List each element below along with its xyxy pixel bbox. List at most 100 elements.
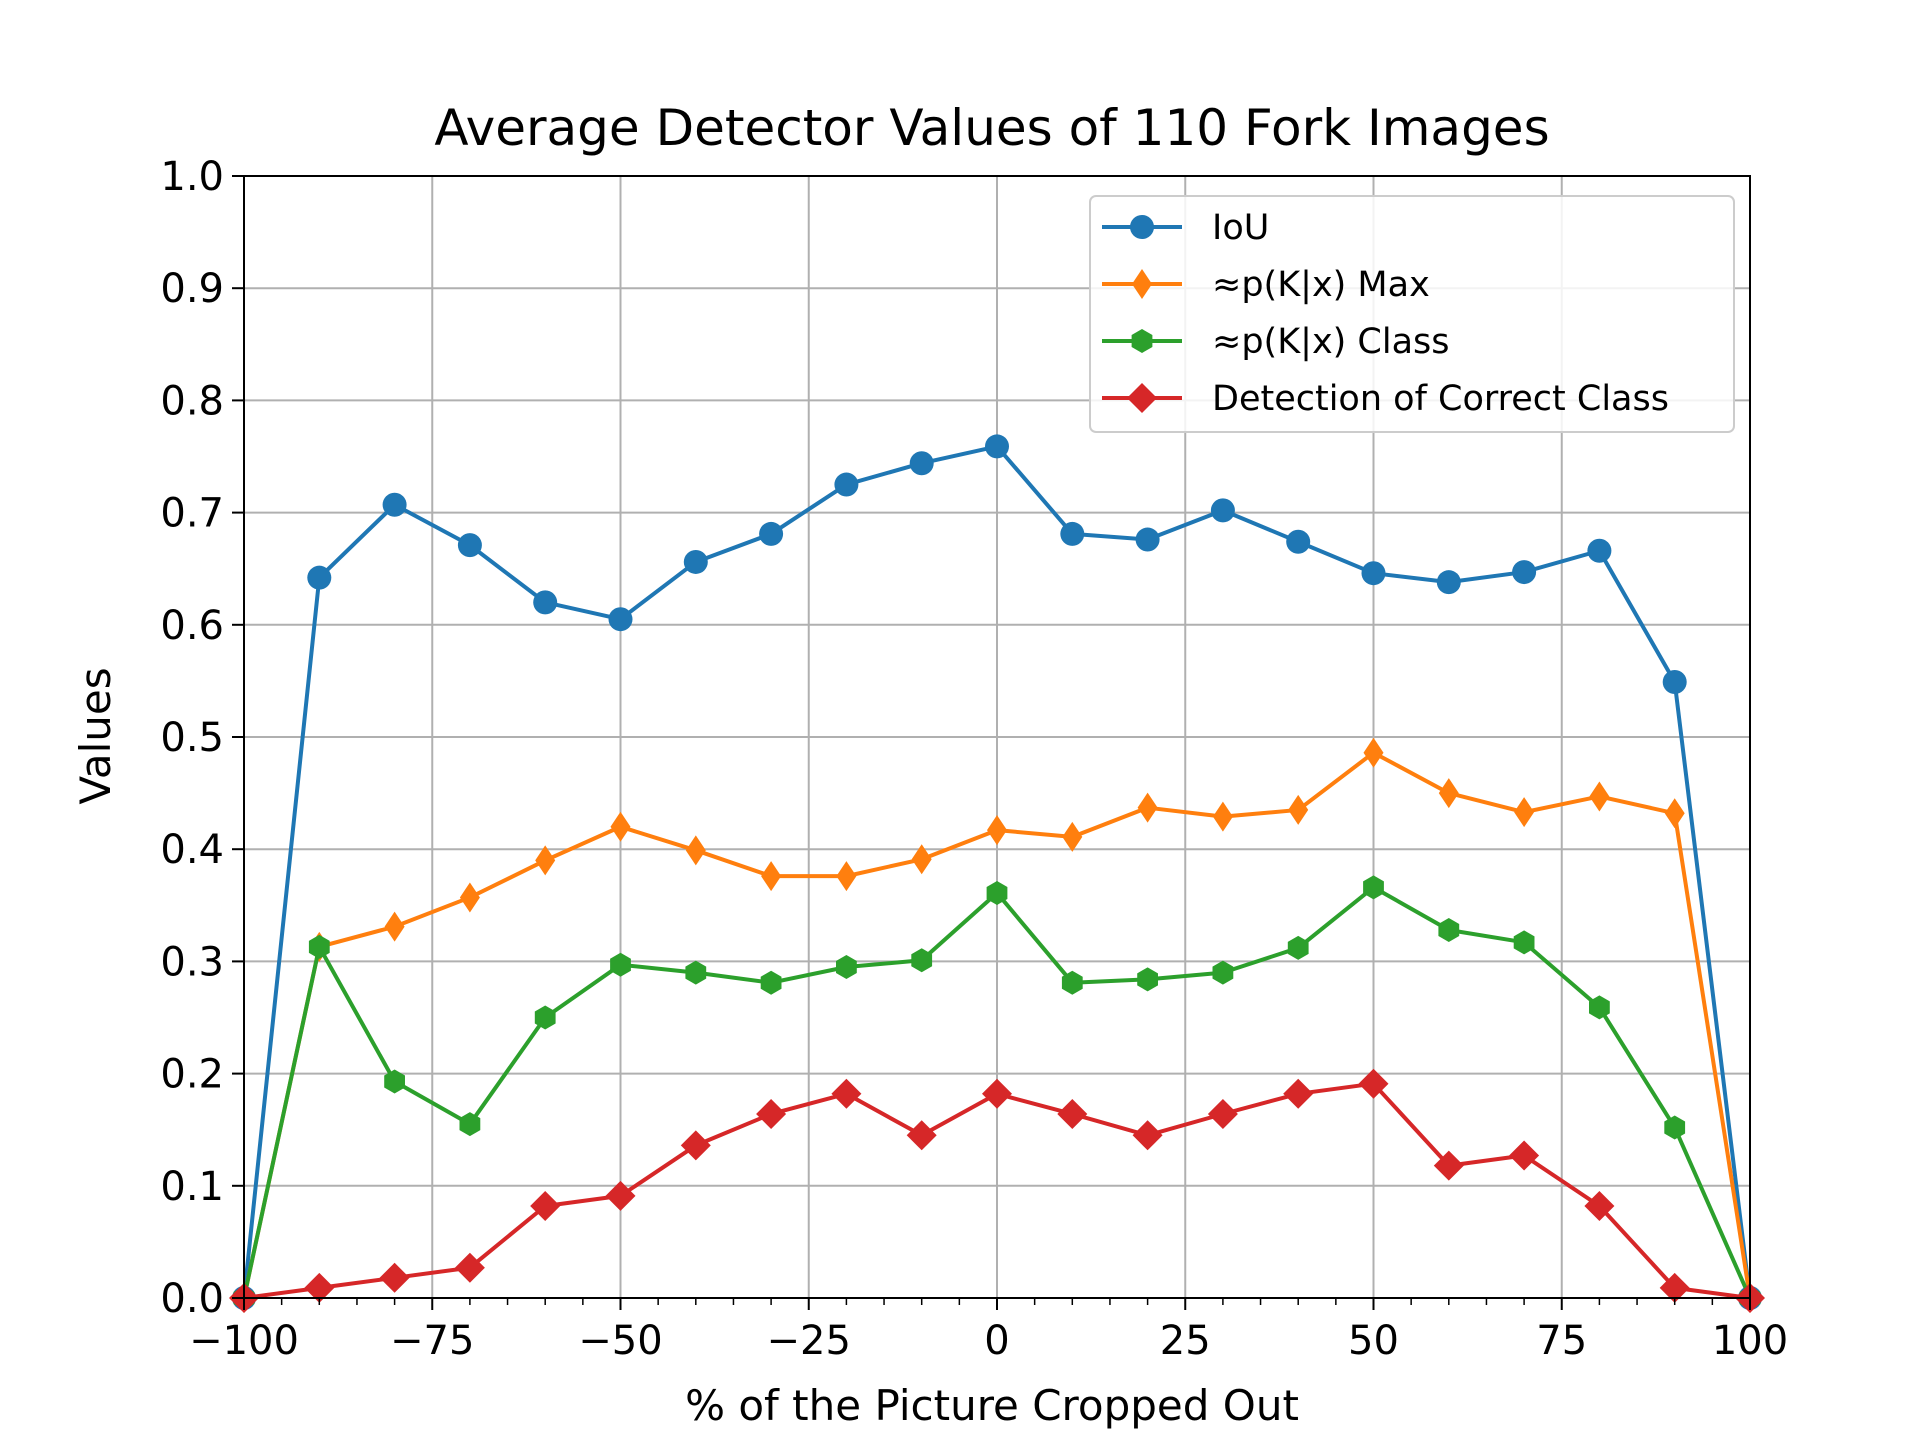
data-point	[530, 1190, 561, 1221]
data-point	[1287, 935, 1309, 960]
data-point	[610, 811, 631, 842]
data-point	[454, 1252, 485, 1283]
legend-label: ≈p(K|x) Class	[1212, 322, 1450, 362]
legend-marker	[1131, 329, 1153, 353]
data-point	[608, 607, 633, 632]
data-point	[1662, 670, 1687, 695]
data-point	[308, 934, 330, 959]
data-point	[1061, 970, 1083, 995]
data-point	[680, 1130, 711, 1161]
data-point	[1132, 1120, 1163, 1151]
data-point	[307, 565, 332, 590]
data-point	[831, 1078, 862, 1109]
data-point	[759, 521, 784, 546]
data-point	[1212, 960, 1234, 985]
legend-item: Detection of Correct Class	[1102, 379, 1669, 419]
data-point	[1514, 797, 1535, 828]
legend-label: Detection of Correct Class	[1212, 379, 1669, 419]
data-point	[379, 1262, 410, 1293]
data-point	[685, 835, 706, 866]
x-tick-label: −100	[189, 1318, 299, 1364]
series-3	[229, 1068, 1765, 1313]
y-tick-label: 0.5	[160, 715, 224, 761]
data-point	[1135, 527, 1160, 552]
data-point	[1584, 1190, 1615, 1221]
chart-title: Average Detector Values of 110 Fork Imag…	[434, 99, 1549, 157]
ticks: −100 −75 −50 −25 0 25 50 75 100 0.0 0.1 0.2 0.3 0.4 0.…	[160, 154, 1788, 1364]
data-point	[909, 451, 934, 476]
data-point	[987, 815, 1007, 846]
data-point	[1513, 930, 1535, 955]
data-point	[1363, 737, 1384, 768]
data-point	[1433, 1150, 1464, 1181]
legend-box	[1089, 195, 1735, 433]
series-group	[229, 434, 1765, 1313]
data-point	[756, 1098, 787, 1129]
legend-marker	[1132, 269, 1152, 299]
data-point	[1664, 798, 1685, 829]
data-point	[986, 880, 1008, 905]
data-point	[384, 911, 405, 942]
x-tick-label: 50	[1348, 1318, 1399, 1364]
data-point	[605, 1180, 636, 1211]
y-tick-label: 0.3	[160, 939, 224, 985]
y-tick-label: 0.7	[160, 491, 224, 537]
legend-label: ≈p(K|x) Max	[1212, 265, 1430, 305]
y-tick-label: 0.4	[160, 827, 224, 873]
y-tick-label: 0.1	[160, 1164, 224, 1210]
data-point	[760, 970, 782, 995]
data-point	[1286, 529, 1311, 554]
legend-item: IoU	[1102, 208, 1269, 248]
data-point	[1358, 1068, 1389, 1099]
data-point	[1062, 821, 1083, 852]
y-tick-label: 0.2	[160, 1052, 224, 1098]
data-point	[906, 1120, 937, 1151]
data-point	[1438, 778, 1459, 809]
data-point	[1137, 967, 1158, 992]
x-tick-label: −75	[390, 1318, 474, 1364]
data-point	[683, 549, 708, 574]
y-tick-label: 0.6	[160, 603, 224, 649]
y-tick-label: 0.9	[160, 266, 224, 312]
x-tick-label: 75	[1536, 1318, 1587, 1364]
data-point	[685, 960, 707, 985]
data-point	[1060, 521, 1085, 546]
data-point	[1288, 794, 1309, 825]
data-point	[1057, 1098, 1088, 1129]
data-point	[384, 1069, 405, 1094]
x-tick-label: 100	[1712, 1318, 1788, 1364]
x-tick-label: 25	[1160, 1318, 1211, 1364]
data-point	[985, 434, 1009, 459]
data-point	[533, 590, 558, 615]
y-tick-label: 1.0	[160, 154, 224, 200]
data-point	[457, 533, 482, 558]
data-point	[1512, 560, 1537, 585]
data-point	[1361, 561, 1386, 586]
data-point	[836, 955, 857, 980]
legend-item: ≈p(K|x) Class	[1102, 322, 1450, 362]
data-point	[534, 1005, 556, 1030]
data-point	[982, 1078, 1012, 1109]
data-point	[1210, 498, 1235, 523]
data-point	[834, 472, 859, 497]
data-point	[304, 1272, 335, 1303]
data-point	[459, 882, 480, 913]
data-point	[1509, 1140, 1540, 1171]
legend-label: IoU	[1212, 208, 1269, 248]
data-point	[382, 492, 407, 517]
data-point	[1436, 570, 1461, 595]
data-point	[1137, 792, 1158, 823]
y-axis-label: Values	[71, 667, 120, 804]
data-point	[1589, 995, 1610, 1020]
legend-marker	[1127, 383, 1157, 413]
y-tick-label: 0.8	[160, 378, 224, 424]
data-point	[1363, 875, 1384, 900]
data-point	[1438, 917, 1460, 942]
y-tick-label: 0.0	[160, 1276, 224, 1322]
data-point	[1283, 1078, 1314, 1109]
legend-marker	[1130, 215, 1154, 239]
data-point	[836, 861, 857, 892]
data-point	[1589, 781, 1610, 812]
